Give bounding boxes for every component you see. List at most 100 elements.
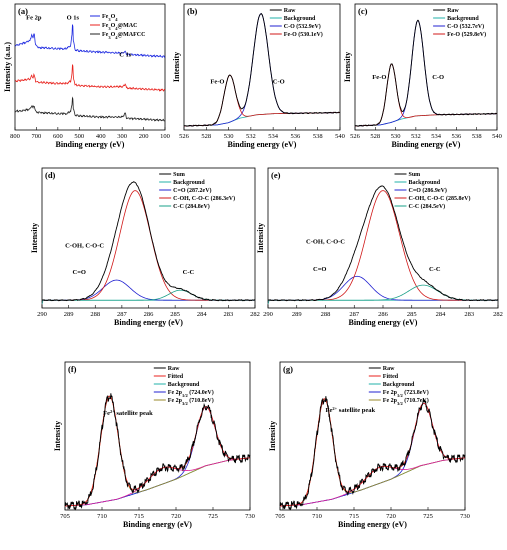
legend-entry: Fe 2p1/2 (723.8eV) xyxy=(383,389,429,398)
x-tick-label: 284 xyxy=(197,311,208,318)
legend-entry: Background xyxy=(383,382,415,388)
peak-annotation: C-O xyxy=(432,74,444,81)
legend-entry: Fe3O4@MAC xyxy=(102,23,137,31)
background-curve xyxy=(267,299,498,305)
x-tick-label: 286 xyxy=(144,311,155,318)
panel-1: 800 700 600 500 400 300 200 100 Binding energy (… xyxy=(3,3,170,149)
panel-4: 290 289 288 287 286 285 284 283 282 Binding energ… xyxy=(30,167,260,327)
raw-curve xyxy=(183,12,341,127)
raw-curve xyxy=(64,393,251,511)
panel-2: 526 528 530 532 534 536 538 540 Binding energy (… xyxy=(172,3,345,149)
y-axis-label: Intensity xyxy=(256,223,265,253)
y-axis-label: Intensity xyxy=(30,223,39,253)
y-axis-label: Intensity xyxy=(53,421,62,451)
legend-entry: Fe3O4@MAFCC xyxy=(102,32,145,40)
legend-entry: Sum xyxy=(173,172,185,178)
x-tick-label: 532 xyxy=(411,133,421,140)
x-tick-label: 284 xyxy=(436,311,447,318)
x-tick-label: 540 xyxy=(492,133,502,140)
component-curve-3 xyxy=(267,284,498,305)
peak-annotation: Fe 2p xyxy=(26,15,42,22)
x-tick-label: 600 xyxy=(53,133,63,140)
x-tick-label: 290 xyxy=(263,311,273,318)
legend-entry: C-C (284.8eV) xyxy=(173,203,210,210)
plot-frame xyxy=(267,167,499,309)
legend-entry: Fe-O (529.8eV) xyxy=(447,31,486,38)
y-axis-label: Intensity xyxy=(268,421,277,451)
x-tick-label: 528 xyxy=(370,133,380,140)
x-tick-label: 526 xyxy=(350,133,361,140)
peak-annotation: Fe2+ satellite peak xyxy=(325,406,375,415)
legend-entry: Sum xyxy=(409,172,421,178)
raw-curve xyxy=(279,396,466,511)
x-tick-label: 705 xyxy=(60,513,70,520)
panel-3: 526 528 530 532 534 536 538 540 Binding energy (… xyxy=(343,3,502,149)
raw-curve xyxy=(354,19,498,127)
x-tick-label: 500 xyxy=(74,133,84,140)
x-tick-label: 526 xyxy=(179,133,190,140)
plot-frame xyxy=(41,167,256,309)
x-tick-label: 290 xyxy=(37,311,47,318)
x-tick-label: 710 xyxy=(312,513,322,520)
plot-frame xyxy=(64,361,251,511)
x-tick-label: 536 xyxy=(291,133,302,140)
legend-entry: Fe 2p3/2 (710.7eV) xyxy=(383,397,429,406)
component-curve-1 xyxy=(183,13,341,127)
panel-5: 290 289 288 287 286 285 284 283 282 Binding energ… xyxy=(256,167,503,327)
peak-annotation: C-C xyxy=(429,266,441,273)
x-tick-label: 530 xyxy=(391,133,401,140)
x-tick-label: 287 xyxy=(349,311,360,318)
x-tick-label: 100 xyxy=(160,133,170,140)
component-curve-2 xyxy=(267,190,498,305)
legend-entry: Background xyxy=(173,180,205,186)
plot-frame xyxy=(183,3,341,131)
x-tick-label: 538 xyxy=(313,133,323,140)
x-tick-label: 725 xyxy=(208,513,218,520)
legend-entry: C-O (532.7eV) xyxy=(447,23,484,30)
x-tick-label: 283 xyxy=(224,311,234,318)
background-curve xyxy=(279,457,466,507)
series-line-2 xyxy=(14,63,166,92)
x-tick-label: 725 xyxy=(423,513,433,520)
peak-annotation: Fe2+ satellite peak xyxy=(103,408,153,417)
panel-label: (c) xyxy=(358,6,368,16)
x-tick-label: 530 xyxy=(224,133,234,140)
x-tick-label: 285 xyxy=(170,311,180,318)
panel-label: (a) xyxy=(18,6,28,16)
legend-entry: Fe 2p3/2 (710.8eV) xyxy=(168,397,214,406)
x-tick-label: 710 xyxy=(97,513,107,520)
x-tick-label: 528 xyxy=(201,133,211,140)
x-tick-label: 538 xyxy=(472,133,482,140)
x-tick-label: 286 xyxy=(378,311,389,318)
component-curve-3 xyxy=(64,457,251,507)
x-axis-label: Binding energy (eV) xyxy=(349,318,418,327)
legend-entry: C=O (287.2eV) xyxy=(173,187,211,194)
x-tick-label: 300 xyxy=(117,133,127,140)
x-tick-label: 289 xyxy=(64,311,74,318)
panel-label: (d) xyxy=(45,170,56,180)
legend-entry: Fitted xyxy=(383,374,399,380)
legend-entry: C=O (286.9eV) xyxy=(409,187,447,194)
peak-annotation: C-OH, C-O-C xyxy=(306,239,345,246)
y-axis-label: Intensity (a.u.) xyxy=(3,42,12,92)
panel-label: (g) xyxy=(283,364,293,374)
x-tick-label: 540 xyxy=(335,133,345,140)
x-tick-label: 283 xyxy=(464,311,474,318)
x-tick-label: 534 xyxy=(431,133,442,140)
legend-entry: Fe-O (530.1eV) xyxy=(284,31,323,38)
peak-annotation: Fe-O xyxy=(210,78,224,85)
y-axis-label: Intensity xyxy=(343,52,352,82)
peak-annotation: C-C xyxy=(183,269,195,276)
y-axis-label: Intensity xyxy=(172,52,181,82)
x-tick-label: 532 xyxy=(246,133,256,140)
x-tick-label: 715 xyxy=(134,513,144,520)
peak-annotation: C-O xyxy=(273,78,285,85)
legend-entry: Fe 2p1/2 (724.0eV) xyxy=(168,389,214,398)
x-tick-label: 400 xyxy=(96,133,106,140)
raw-curve xyxy=(267,185,499,302)
x-tick-label: 288 xyxy=(90,311,100,318)
component-curve-2 xyxy=(183,74,341,127)
plot-frame xyxy=(279,361,466,511)
panel-label: (b) xyxy=(187,6,198,16)
